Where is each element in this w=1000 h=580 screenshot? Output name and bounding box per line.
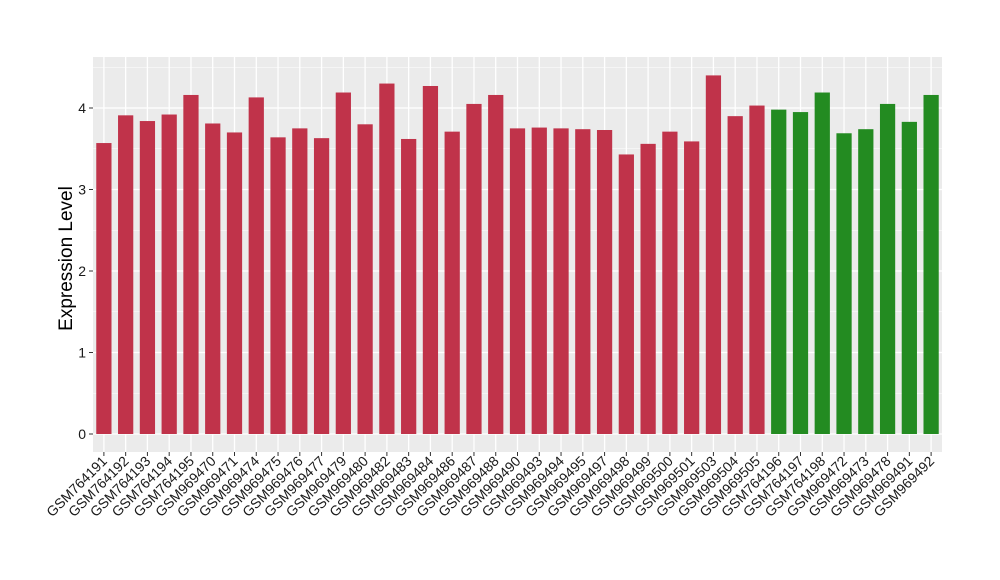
bar-GSM764198	[814, 92, 830, 434]
y-tick-label: 2	[78, 263, 86, 279]
bar-GSM969472	[836, 133, 852, 434]
bar-GSM969501	[684, 141, 700, 435]
bar-GSM969499	[640, 143, 656, 435]
bar-GSM969477	[313, 138, 330, 434]
bar-GSM969484	[422, 85, 439, 435]
bar-GSM764192	[118, 115, 134, 435]
y-axis: 0 1 2 3 4	[78, 100, 93, 442]
bar-GSM969505	[749, 105, 765, 435]
bar-GSM764197	[792, 112, 809, 434]
bar-GSM969491	[901, 121, 917, 434]
bar-GSM969480	[357, 124, 373, 435]
bar-GSM969498	[618, 154, 634, 434]
bar-GSM764195	[183, 94, 199, 435]
y-tick-label: 1	[78, 345, 86, 361]
bar-GSM969495	[575, 129, 591, 434]
bar-GSM969500	[662, 131, 678, 434]
bar-GSM969486	[444, 131, 460, 434]
bar-GSM969479	[335, 92, 351, 434]
bar-GSM969471	[226, 132, 243, 434]
bar-GSM764194	[161, 114, 177, 435]
bar-GSM969490	[509, 128, 526, 434]
bar-GSM969503	[705, 75, 722, 435]
bar-GSM764196	[771, 109, 787, 434]
bar-GSM764191	[96, 143, 112, 435]
bar-GSM969497	[596, 130, 613, 434]
bar-GSM969483	[401, 138, 417, 434]
y-tick-label: 4	[78, 100, 86, 116]
bar-GSM969487	[466, 103, 482, 435]
y-axis-title: Expression Level	[56, 186, 77, 331]
bar-GSM969488	[488, 94, 504, 435]
bar-GSM969482	[379, 83, 395, 435]
bar-GSM969493	[531, 127, 547, 434]
bar-GSM969474	[248, 97, 264, 434]
bar-GSM969478	[879, 103, 896, 435]
bar-GSM764193	[139, 121, 156, 434]
bar-GSM969473	[858, 129, 874, 434]
bar-GSM969476	[292, 128, 308, 434]
bar-GSM969504	[727, 116, 743, 435]
bar-GSM969492	[923, 94, 939, 435]
x-axis: GSM764191GSM764192GSM764193GSM764194GSM7…	[43, 452, 937, 520]
bar-GSM969470	[205, 123, 221, 435]
y-tick-label: 3	[78, 182, 86, 198]
bars	[96, 75, 939, 435]
bar-GSM969494	[553, 128, 569, 434]
bar-GSM969475	[270, 137, 286, 434]
y-tick-label: 0	[78, 426, 86, 442]
